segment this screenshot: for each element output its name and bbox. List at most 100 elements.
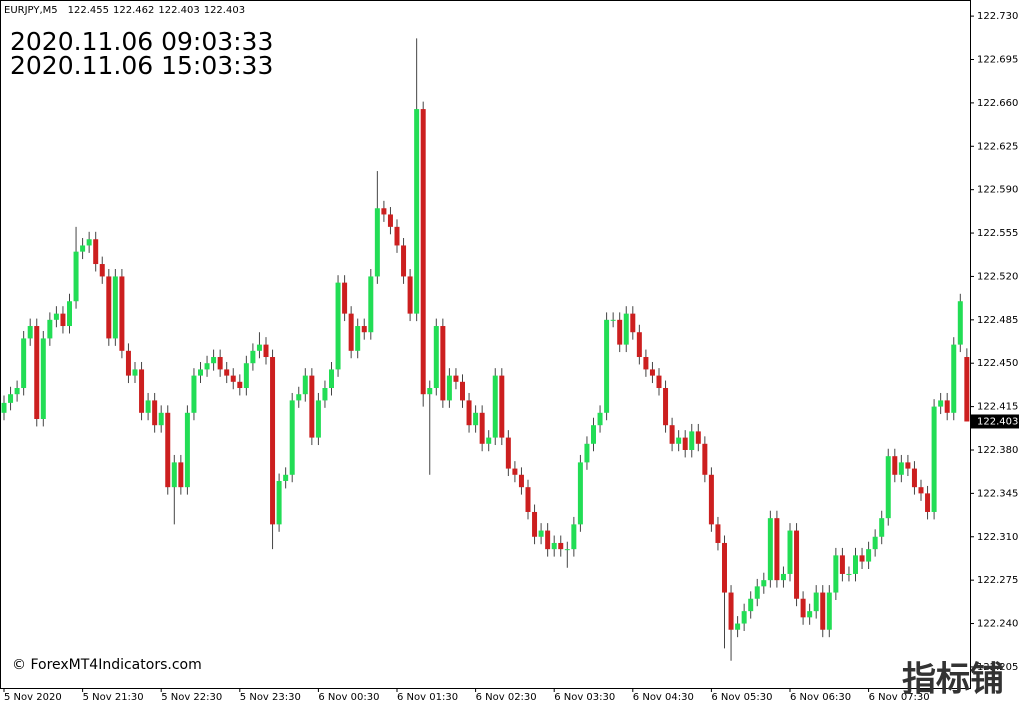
candle-body <box>630 313 636 333</box>
current-price-label: 122.403 <box>977 416 1018 427</box>
candle-body <box>728 592 734 630</box>
candle-body <box>27 326 33 339</box>
candle-body <box>21 338 27 389</box>
y-tick-label: 122.275 <box>977 575 1018 586</box>
candle-body <box>433 326 439 389</box>
candle-body <box>53 313 59 320</box>
candle-body <box>1 402 7 413</box>
candle-body <box>551 542 557 550</box>
candle-body <box>918 487 924 494</box>
candle-body <box>152 400 158 426</box>
x-tick-label: 6 Nov 07:30 <box>869 692 930 703</box>
y-tick-label: 122.345 <box>977 488 1018 499</box>
candle-body <box>302 375 308 395</box>
candle-body <box>460 381 465 401</box>
x-tick-label: 5 Nov 2020 <box>4 692 62 703</box>
candle-body <box>767 518 773 581</box>
header-price: 122.403 <box>158 5 199 16</box>
candle-body <box>263 344 269 358</box>
candle-body <box>761 580 767 587</box>
candle-body <box>584 443 590 463</box>
candle-body <box>256 344 262 351</box>
candle-body <box>839 555 845 574</box>
y-tick-label: 122.520 <box>977 271 1018 282</box>
y-tick-label: 122.310 <box>977 532 1018 543</box>
candle-body <box>125 350 131 376</box>
candle-body <box>702 443 708 475</box>
candle-body <box>414 109 420 314</box>
candle-body <box>938 400 944 407</box>
candle-body <box>401 245 407 277</box>
candle-body <box>106 276 112 339</box>
x-tick-label: 6 Nov 04:30 <box>633 692 694 703</box>
candle-body <box>846 573 852 575</box>
candle-body <box>342 282 348 314</box>
header: EURJPY,M5 122.455 122.462 122.403 122.403 <box>4 5 245 16</box>
candle-body <box>676 437 682 444</box>
candle-body <box>420 109 426 395</box>
candle-body <box>8 394 14 403</box>
candle-body <box>191 375 197 413</box>
x-tick-label: 5 Nov 22:30 <box>161 692 222 703</box>
candle-body <box>597 412 603 426</box>
candle-body <box>859 555 865 562</box>
x-tick-label: 6 Nov 00:30 <box>318 692 379 703</box>
candle-body <box>112 276 118 339</box>
candle-body <box>800 598 806 618</box>
y-tick-label: 122.730 <box>977 11 1018 22</box>
candle-body <box>486 437 492 444</box>
candle-body <box>499 375 505 438</box>
candle-body <box>774 518 780 581</box>
candle-body <box>473 412 479 426</box>
candle-body <box>879 518 885 537</box>
candle-body <box>165 412 171 488</box>
candle-body <box>178 462 184 488</box>
candle-body <box>99 264 105 277</box>
x-tick-label: 6 Nov 01:30 <box>397 692 458 703</box>
candle-body <box>86 239 92 246</box>
candle-body <box>558 542 564 550</box>
current-price-box <box>971 414 1019 429</box>
candle-body <box>820 592 826 630</box>
candle-body <box>722 542 727 593</box>
candle-body <box>807 611 813 618</box>
candle-body <box>446 375 452 401</box>
candle-body <box>735 623 741 630</box>
candle-body <box>925 493 931 512</box>
candle-body <box>748 598 754 612</box>
candle-body <box>944 400 950 413</box>
candle-body <box>545 530 551 550</box>
candle-body <box>826 592 832 630</box>
candle-body <box>512 468 518 475</box>
candle-body <box>695 431 701 444</box>
candle-body <box>964 357 970 422</box>
candle-body <box>898 462 904 475</box>
candle-body <box>649 369 655 376</box>
y-tick-label: 122.485 <box>977 315 1018 326</box>
candle-body <box>230 375 236 382</box>
candle-body <box>682 437 688 450</box>
y-tick-label: 122.555 <box>977 228 1018 239</box>
candle-body <box>708 474 714 525</box>
y-tick-label: 122.660 <box>977 98 1018 109</box>
candle-body <box>532 511 538 537</box>
candle-body <box>34 326 40 419</box>
y-tick-label: 122.695 <box>977 55 1018 66</box>
candle-body <box>387 214 393 227</box>
candle-body <box>931 406 937 512</box>
candle-body <box>361 326 367 333</box>
candle-body <box>479 412 485 444</box>
candle-body <box>591 425 596 444</box>
candle-body <box>368 276 374 333</box>
candle-body <box>283 474 289 481</box>
candle-body <box>643 357 649 370</box>
candle-body <box>224 369 230 376</box>
symbol: EURJPY,M5 <box>4 5 58 16</box>
x-tick-label: 6 Nov 02:30 <box>476 692 537 703</box>
candle-body <box>538 530 544 537</box>
candle-body <box>466 400 472 426</box>
candle-body <box>145 400 151 413</box>
header-price: 122.403 <box>204 5 245 16</box>
candle-body <box>577 462 583 525</box>
candle-body <box>407 276 413 314</box>
